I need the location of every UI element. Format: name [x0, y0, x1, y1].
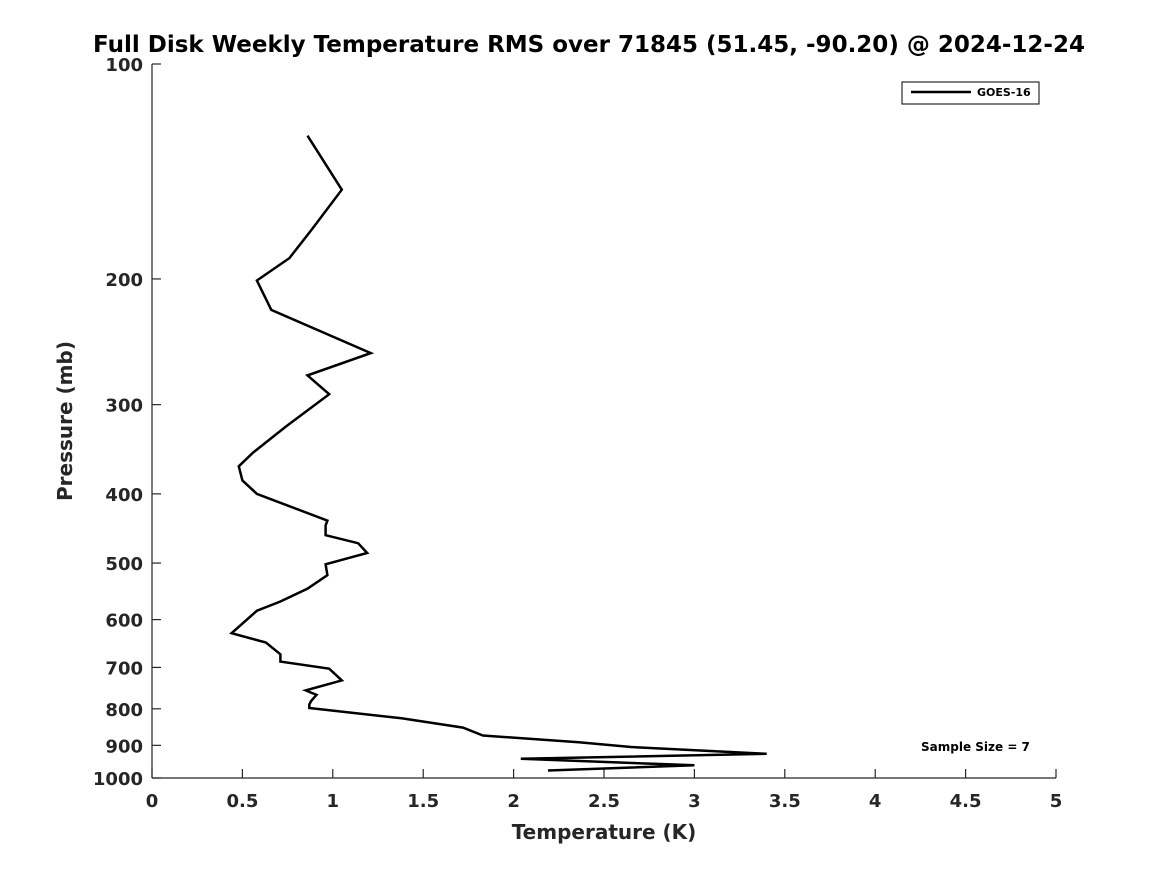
y-tick-label: 900 — [105, 736, 143, 757]
x-tick-label: 2.5 — [588, 791, 620, 812]
x-tick-label: 3.5 — [769, 791, 801, 812]
x-axis-ticks: 0 0.5 1 1.5 2 2.5 3 3.5 4 4.5 5 — [146, 769, 1063, 812]
series-layer — [229, 135, 767, 772]
x-tick-label: 0 — [146, 791, 159, 812]
x-tick-label: 0.5 — [226, 791, 258, 812]
chart-title: Full Disk Weekly Temperature RMS over 71… — [93, 32, 1085, 58]
x-tick-label: 2 — [507, 791, 520, 812]
series-line-goes-16 — [229, 135, 767, 772]
y-tick-label: 800 — [105, 700, 143, 721]
y-tick-label: 1000 — [93, 769, 143, 790]
x-tick-label: 1.5 — [407, 791, 439, 812]
legend: GOES-16 — [901, 81, 1040, 105]
x-tick-label: 1 — [327, 791, 340, 812]
legend-label-goes-16: GOES-16 — [977, 86, 1031, 99]
x-tick-label: 3 — [688, 791, 701, 812]
y-axis-ticks: 100 200 300 400 500 600 700 800 900 1000 — [93, 55, 161, 790]
x-tick-label: 5 — [1050, 791, 1063, 812]
sample-size-annotation: Sample Size = 7 — [921, 740, 1030, 754]
y-tick-label: 500 — [105, 554, 143, 575]
y-tick-label: 200 — [105, 270, 143, 291]
y-axis-label: Pressure (mb) — [53, 341, 77, 501]
plot-axes — [151, 64, 1056, 779]
y-tick-label: 300 — [105, 396, 143, 417]
y-tick-label: 700 — [105, 658, 143, 679]
y-tick-label: 600 — [105, 611, 143, 632]
y-tick-label: 400 — [105, 485, 143, 506]
x-axis-label: Temperature (K) — [512, 820, 697, 844]
x-tick-label: 4 — [869, 791, 882, 812]
x-tick-label: 4.5 — [950, 791, 982, 812]
y-tick-label: 100 — [105, 55, 143, 76]
